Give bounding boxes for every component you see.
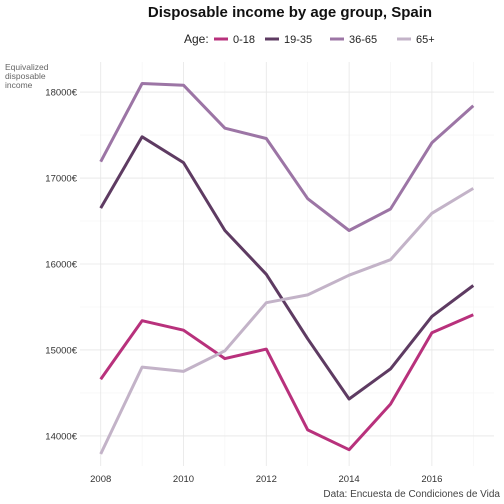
y-tick-label: 15000€ xyxy=(45,345,77,356)
y-axis-label-line: income xyxy=(5,80,33,90)
series-lines xyxy=(99,82,475,455)
x-axis-ticks: 2008 2010 2012 2014 2016 xyxy=(90,474,442,485)
x-tick-label: 2014 xyxy=(339,474,360,485)
y-tick-label: 18000€ xyxy=(45,88,77,99)
grid xyxy=(80,62,494,466)
legend: Age: 0-18 19-35 36-65 65+ xyxy=(184,32,435,46)
y-tick-label: 16000€ xyxy=(45,260,77,271)
y-axis-ticks: 14000€ 15000€ 16000€ 17000€ 18000€ xyxy=(45,88,77,443)
x-tick-label: 2016 xyxy=(421,474,442,485)
legend-label-19-35: 19-35 xyxy=(284,34,312,46)
series-line-36-65 xyxy=(99,82,475,232)
legend-label-0-18: 0-18 xyxy=(233,34,255,46)
x-tick-label: 2012 xyxy=(256,474,277,485)
legend-label-65+: 65+ xyxy=(416,34,435,46)
x-tick-label: 2008 xyxy=(90,474,111,485)
legend-title: Age: xyxy=(184,32,209,46)
y-axis-label-line: disposable xyxy=(5,71,46,81)
y-tick-label: 17000€ xyxy=(45,174,77,185)
series-line-19-35 xyxy=(99,135,475,401)
series-line-0-18 xyxy=(99,313,474,452)
series-line-65+ xyxy=(99,187,475,455)
y-tick-label: 14000€ xyxy=(45,431,77,442)
chart-title: Disposable income by age group, Spain xyxy=(148,4,432,21)
y-axis-label: Equivalized disposable income xyxy=(5,62,51,90)
x-tick-label: 2010 xyxy=(173,474,194,485)
data-source-caption: Data: Encuesta de Condiciones de Vida xyxy=(323,489,500,500)
legend-label-36-65: 36-65 xyxy=(349,34,377,46)
y-axis-label-line: Equivalized xyxy=(5,62,49,72)
